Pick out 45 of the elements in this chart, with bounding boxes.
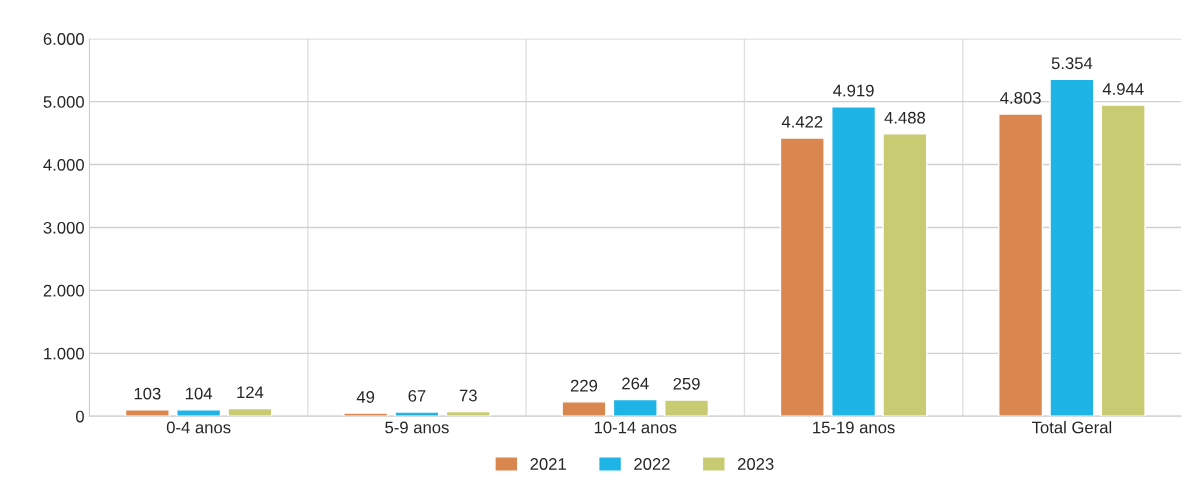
bar (998, 113, 1044, 417)
legend-label: 2023 (737, 458, 774, 470)
data-label: 67 (408, 389, 426, 402)
data-label: 4.488 (884, 111, 926, 124)
x-tick-label: 0-4 anos (166, 421, 231, 434)
bar (779, 137, 825, 417)
bar (394, 411, 440, 417)
bar (882, 133, 928, 417)
x-tick-label: 5-9 anos (385, 421, 449, 434)
bar (1049, 78, 1095, 417)
legend-label: 2021 (530, 458, 566, 470)
bar (227, 407, 273, 417)
data-label: 4.919 (833, 84, 874, 97)
legend-label: 2022 (634, 458, 670, 470)
bar (1100, 104, 1146, 417)
data-label: 264 (622, 377, 649, 390)
bar (445, 410, 491, 417)
data-label: 4.944 (1102, 83, 1144, 95)
x-tick-label: 15-19 anos (813, 421, 895, 434)
bar (343, 412, 389, 417)
data-label: 49 (356, 391, 375, 403)
data-label: 73 (459, 389, 477, 402)
bar (831, 106, 877, 417)
y-tick-label: 2.000 (43, 284, 84, 297)
bar (176, 409, 222, 417)
x-tick-label: 10-14 anos (594, 421, 677, 434)
y-tick-label: 5.000 (43, 96, 84, 108)
data-label: 124 (237, 386, 264, 399)
data-label: 4.422 (781, 115, 823, 128)
y-tick-label: 3.000 (43, 221, 84, 234)
data-label: 104 (186, 387, 213, 400)
y-tick-label: 1.000 (44, 347, 84, 360)
bar (664, 399, 710, 417)
y-tick-label: 6.000 (43, 33, 84, 45)
y-tick-label: 0 (76, 410, 84, 423)
data-label: 5.354 (1051, 57, 1093, 70)
bar (612, 398, 658, 417)
x-tick-label: Total Geral (1032, 421, 1112, 434)
data-label: 4.803 (1000, 91, 1041, 104)
y-tick-label: 4.000 (43, 158, 84, 171)
bar (561, 401, 607, 417)
data-label: 259 (673, 377, 700, 390)
bar (124, 409, 170, 417)
data-label: 229 (570, 379, 598, 392)
data-label: 103 (134, 387, 161, 400)
